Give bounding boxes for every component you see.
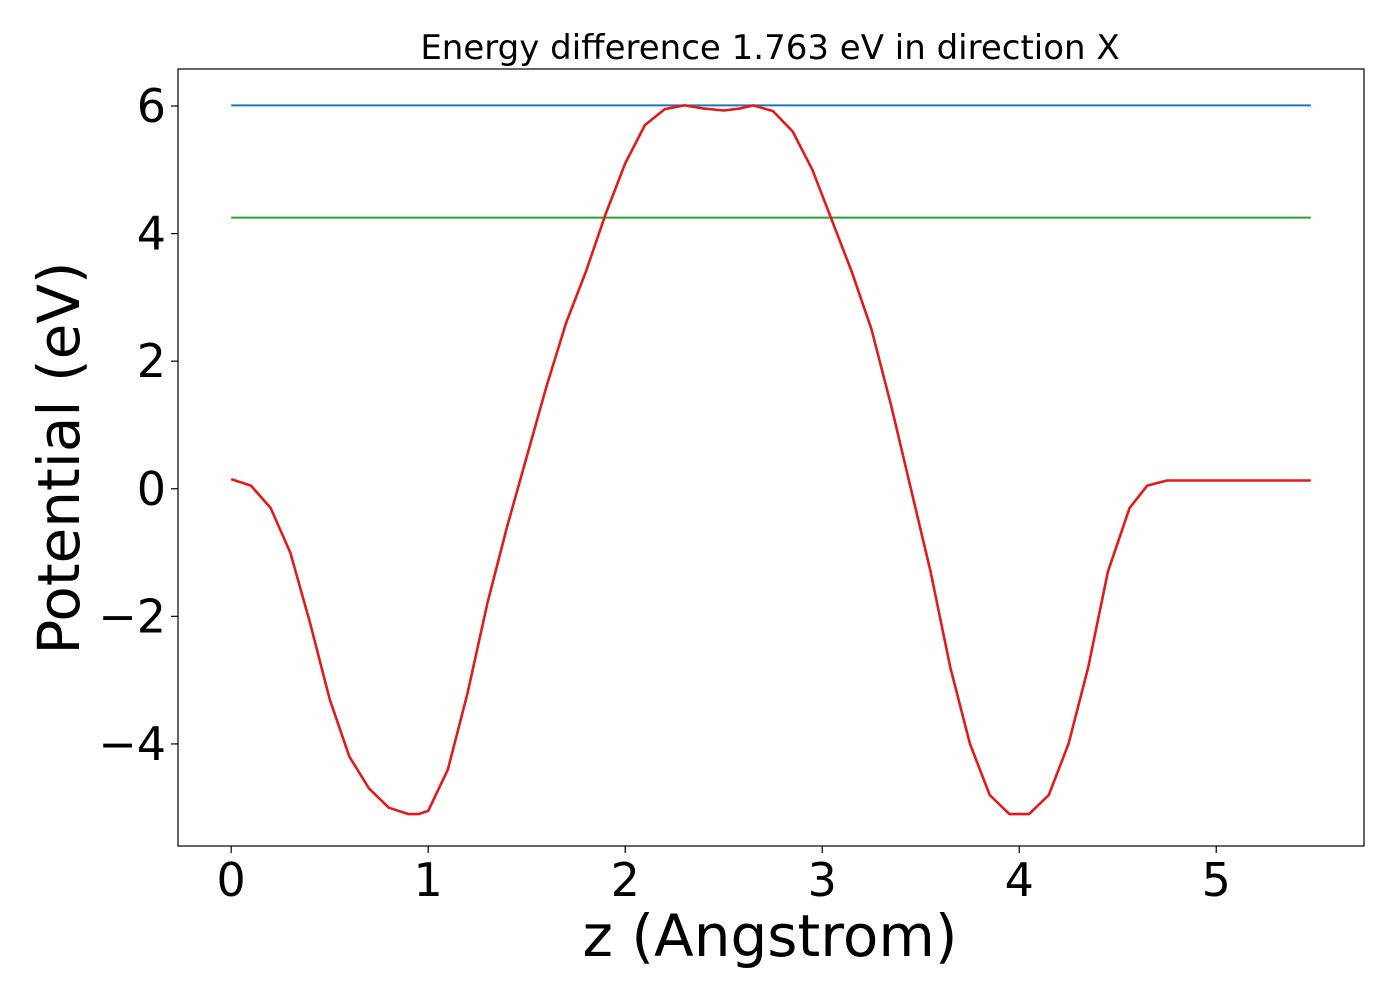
ticks: 0 1 2 3 4 5 −4 −2 0 2 4 6 xyxy=(98,79,1231,907)
axes-frame xyxy=(177,68,1365,847)
plot-area xyxy=(177,68,1365,847)
x-tick-label: 4 xyxy=(1005,853,1034,907)
series-line-3 xyxy=(230,104,1311,816)
x-tick-label: 3 xyxy=(808,853,837,907)
y-axis-label: Potential (eV) xyxy=(25,261,93,654)
y-tick-label: 0 xyxy=(137,462,166,516)
y-tick-label: 2 xyxy=(137,334,166,388)
x-axis-label: z (Angstrom) xyxy=(583,902,958,970)
x-tick-label: 5 xyxy=(1202,853,1231,907)
y-tick-label: −2 xyxy=(98,589,166,643)
x-tick-label: 0 xyxy=(217,853,246,907)
chart-title: Energy difference 1.763 eV in direction … xyxy=(420,28,1119,68)
y-tick-label: −4 xyxy=(98,717,166,771)
y-tick-label: 6 xyxy=(137,79,166,133)
x-tick-label: 1 xyxy=(414,853,443,907)
x-tick-label: 2 xyxy=(611,853,640,907)
y-tick-label: 4 xyxy=(137,207,166,261)
